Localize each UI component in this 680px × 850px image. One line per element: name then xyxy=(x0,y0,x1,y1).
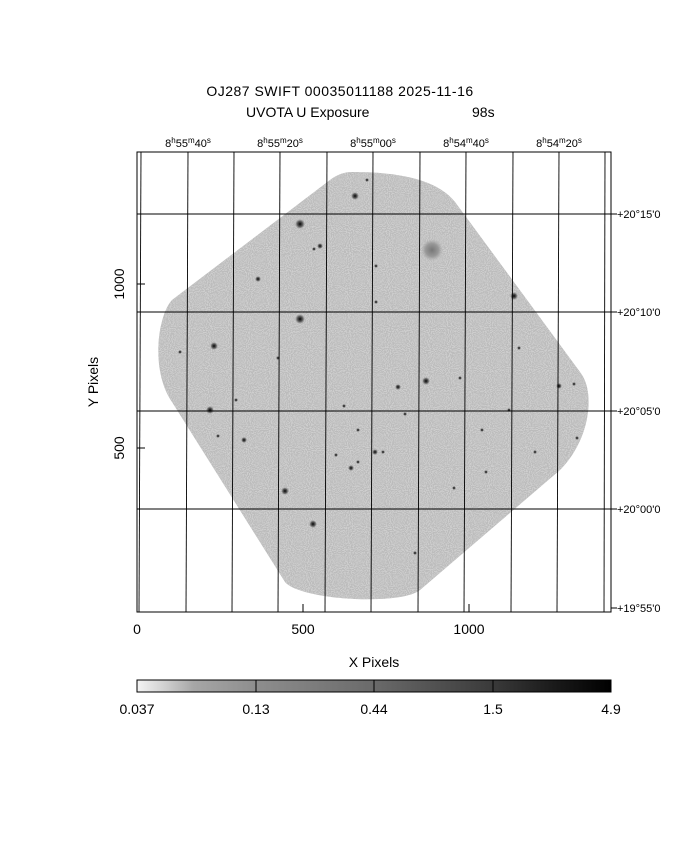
y-axis: 500 1000 xyxy=(111,268,145,460)
y-tick-label: 1000 xyxy=(111,268,127,299)
ra-grid-line xyxy=(556,151,560,613)
ra-grid-line xyxy=(417,151,421,613)
y-tick-label: 500 xyxy=(111,436,127,460)
ra-grid-line xyxy=(603,151,606,613)
star-source xyxy=(210,342,218,350)
ra-tick-label: 8h54m20s xyxy=(536,136,582,151)
star-source xyxy=(510,292,518,300)
star-source xyxy=(356,428,360,432)
ra-grid-line xyxy=(324,151,328,613)
colorbar-label: 0.44 xyxy=(360,701,387,717)
dec-tick-label: +19°55'0 xyxy=(617,603,661,615)
colorbar: 0.037 0.13 0.44 1.5 4.9 xyxy=(119,679,621,717)
star-source xyxy=(484,470,488,474)
star-source xyxy=(480,428,484,432)
exposure-value: 98s xyxy=(472,104,495,120)
ra-grid-line xyxy=(185,151,189,613)
coordinate-grid xyxy=(137,151,611,613)
star-source xyxy=(178,350,182,354)
ra-axis: 8h55m40s 8h55m20s 8h55m00s 8h54m40s 8h54m20s xyxy=(165,136,582,151)
star-source xyxy=(348,465,354,471)
star-source xyxy=(351,192,359,200)
y-axis-label: Y Pixels xyxy=(85,357,101,407)
colorbar-label: 0.037 xyxy=(119,701,154,717)
star-source xyxy=(452,486,456,490)
star-source xyxy=(281,487,289,495)
dec-axis: +20°15'0 +20°10'0 +20°05'0 +20°00'0 +19°55'0 xyxy=(611,209,661,615)
star-source xyxy=(458,376,462,380)
ra-grid-line xyxy=(138,151,142,613)
star-source xyxy=(312,247,316,251)
star-source xyxy=(356,460,360,464)
star-sources xyxy=(178,178,579,555)
x-tick-label: 0 xyxy=(133,621,141,637)
star-source xyxy=(413,551,417,555)
star-source xyxy=(533,450,537,454)
dec-tick-label: +20°05'0 xyxy=(617,406,661,418)
star-source xyxy=(241,437,247,443)
star-source xyxy=(374,300,378,304)
dec-tick-label: +20°00'0 xyxy=(617,504,661,516)
x-axis-label: X Pixels xyxy=(349,654,400,670)
star-source xyxy=(216,434,220,438)
exposure-label: UVOTA U Exposure xyxy=(246,104,370,120)
star-source xyxy=(374,264,378,268)
star-source xyxy=(556,383,562,389)
star-source xyxy=(317,243,323,249)
ra-grid-line xyxy=(231,151,235,613)
colorbar-label: 4.9 xyxy=(601,701,621,717)
image-title: OJ287 SWIFT 00035011188 2025-11-16 xyxy=(206,83,474,99)
star-source xyxy=(517,346,521,350)
star-source xyxy=(309,520,317,528)
star-source xyxy=(381,450,385,454)
plot-frame xyxy=(136,151,612,613)
star-source xyxy=(206,406,214,414)
dec-tick-label: +20°10'0 xyxy=(617,307,661,319)
dec-tick-label: +20°15'0 xyxy=(617,209,661,221)
star-source xyxy=(372,449,378,455)
extended-source xyxy=(421,239,443,261)
star-source xyxy=(395,384,401,390)
star-source xyxy=(575,436,579,440)
ra-grid-line xyxy=(277,151,281,613)
star-source xyxy=(403,412,407,416)
exposure-field xyxy=(158,172,589,600)
star-source xyxy=(295,219,305,229)
star-source xyxy=(295,314,305,324)
ra-grid-line xyxy=(463,151,467,613)
star-source xyxy=(365,178,369,182)
ra-grid-line xyxy=(510,151,514,613)
x-tick-label: 500 xyxy=(291,621,315,637)
ra-grid-line xyxy=(370,151,374,613)
x-axis: 0 500 1000 xyxy=(133,604,485,637)
ra-tick-label: 8h54m40s xyxy=(443,136,489,151)
star-source xyxy=(572,382,576,386)
x-tick-label: 1000 xyxy=(453,621,484,637)
star-source xyxy=(255,276,261,282)
star-source xyxy=(334,453,338,457)
star-source xyxy=(342,404,346,408)
colorbar-label: 1.5 xyxy=(483,701,503,717)
ra-tick-label: 8h55m00s xyxy=(350,136,396,151)
ra-tick-label: 8h55m20s xyxy=(257,136,303,151)
star-source xyxy=(422,377,430,385)
star-source xyxy=(234,398,238,402)
colorbar-label: 0.13 xyxy=(242,701,269,717)
ra-tick-label: 8h55m40s xyxy=(165,136,211,151)
